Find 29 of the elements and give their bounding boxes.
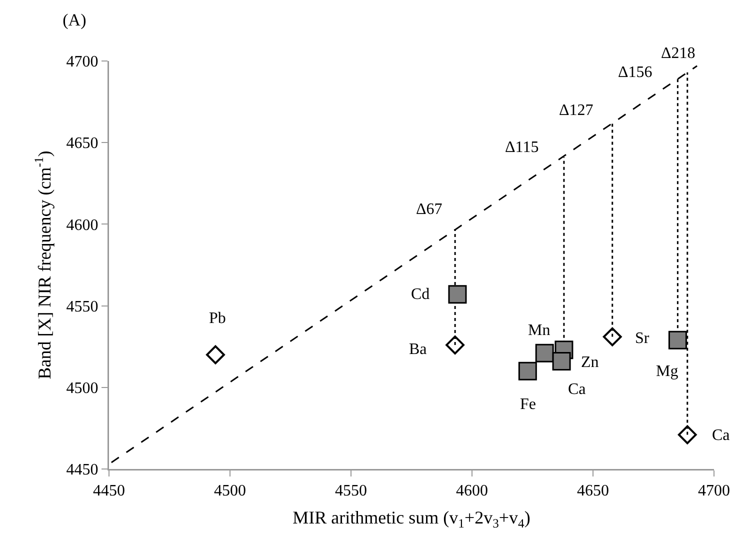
y-tick-label: 4650 bbox=[66, 135, 98, 152]
x-tick-label: 4450 bbox=[93, 482, 125, 500]
annotation: Mg bbox=[656, 363, 678, 380]
x-tick-label: 4600 bbox=[456, 482, 488, 500]
annotation: Zn bbox=[581, 354, 599, 371]
annotation: Ba bbox=[409, 341, 427, 358]
annotation: Δ218 bbox=[661, 45, 696, 62]
annotation: Pb bbox=[209, 310, 226, 327]
annotation: Mn bbox=[528, 322, 550, 339]
x-tick-label: 4700 bbox=[698, 482, 730, 500]
y-tick-label: 4700 bbox=[66, 54, 98, 71]
annotation: Δ156 bbox=[618, 64, 652, 81]
annotation: Ca bbox=[712, 427, 730, 444]
chart-title: (A) bbox=[62, 10, 86, 30]
annotation: Sr bbox=[635, 330, 650, 347]
annotation: Cd bbox=[411, 286, 430, 303]
annotation: Δ67 bbox=[416, 201, 442, 218]
y-tick-label: 4600 bbox=[66, 216, 98, 234]
x-tick-label: 4500 bbox=[214, 482, 246, 500]
y-tick-label: 4550 bbox=[66, 298, 98, 316]
annotation: Fe bbox=[520, 396, 536, 413]
x-axis-title: MIR arithmetic sum (v$_{1}$+2v$_{3}$+v$_{4}$) bbox=[292, 508, 530, 530]
y-tick-label: 4500 bbox=[66, 380, 98, 397]
x-tick-label: 4550 bbox=[335, 482, 367, 500]
annotation: Δ115 bbox=[505, 139, 539, 156]
annotation: Δ127 bbox=[559, 102, 594, 119]
x-tick-label: 4650 bbox=[577, 482, 609, 500]
y-tick-label: 4450 bbox=[66, 462, 98, 479]
annotation: Ca bbox=[568, 381, 586, 398]
